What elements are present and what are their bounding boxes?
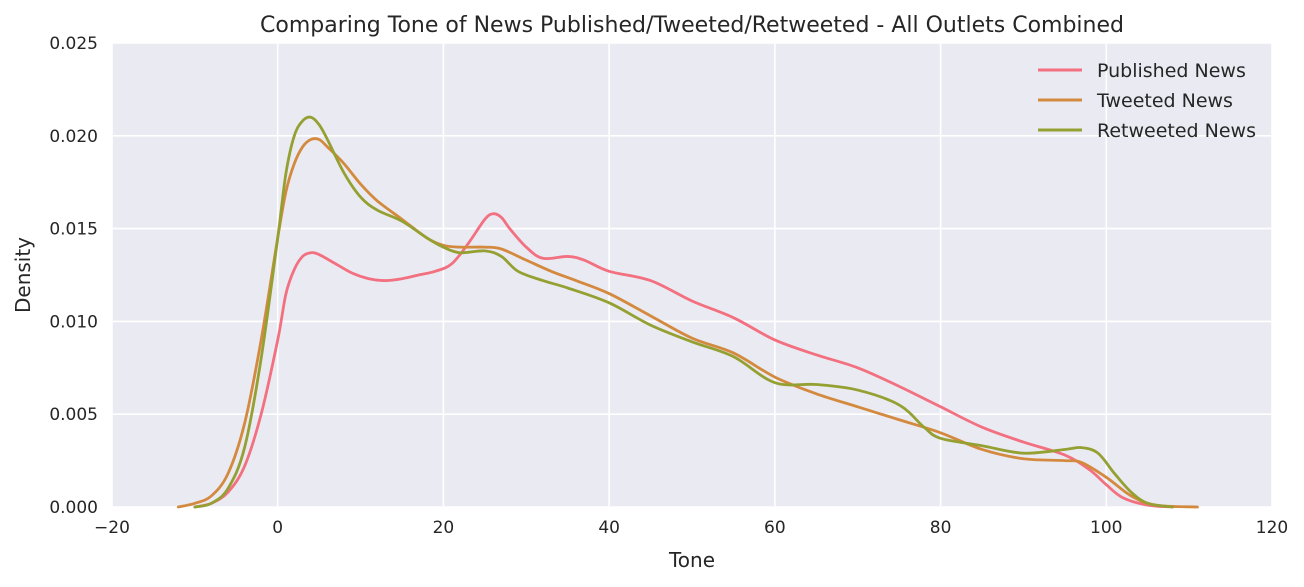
y-tick-label: 0.015	[49, 220, 98, 240]
series-line-retweeted-news	[193, 115, 1174, 509]
y-tick-label: 0.010	[49, 312, 98, 332]
plot-background	[112, 43, 1272, 507]
x-tick-label: 80	[930, 518, 952, 538]
legend-label-tweeted-news: Tweeted News	[1096, 90, 1233, 112]
legend-label-published-news: Published News	[1097, 60, 1246, 82]
x-axis-label: Tone	[668, 548, 715, 572]
x-tick-label: 120	[1256, 518, 1288, 538]
tick-labels: −20 0 20 40 60 80 100 120 0.000 0.005 0.010 0.015 0.…	[49, 34, 1288, 538]
y-tick-label: 0.005	[49, 405, 98, 425]
series-lines	[176, 115, 1199, 509]
y-axis-label: Density	[11, 237, 35, 313]
chart-title: Comparing Tone of News Published/Tweeted…	[260, 13, 1124, 38]
x-tick-label: 0	[272, 518, 283, 538]
x-tick-label: 60	[764, 518, 786, 538]
y-tick-label: 0.020	[49, 127, 98, 147]
legend-label-retweeted-news: Retweeted News	[1097, 120, 1256, 142]
x-tick-label: −20	[94, 518, 130, 538]
x-tick-label: 100	[1090, 518, 1122, 538]
x-tick-label: 40	[598, 518, 620, 538]
y-tick-label: 0.025	[49, 34, 98, 54]
legend: Published News Tweeted News Retweeted News	[1038, 60, 1256, 142]
y-tick-label: 0.000	[49, 498, 98, 518]
x-tick-label: 20	[433, 518, 455, 538]
grid-lines	[111, 42, 1273, 508]
series-line-published-news	[193, 212, 1174, 509]
